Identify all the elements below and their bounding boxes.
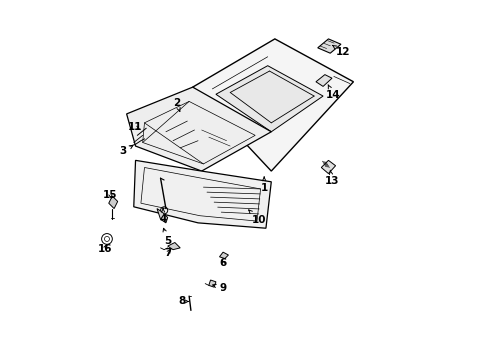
Text: 6: 6	[219, 258, 226, 268]
Polygon shape	[157, 208, 167, 223]
Text: 8: 8	[178, 296, 188, 306]
Text: 15: 15	[103, 190, 118, 200]
Polygon shape	[317, 39, 340, 53]
Text: 13: 13	[324, 170, 339, 186]
Polygon shape	[208, 280, 216, 287]
Text: 7: 7	[163, 248, 171, 258]
Polygon shape	[192, 39, 353, 171]
Text: 14: 14	[325, 85, 340, 100]
Text: 3: 3	[119, 145, 133, 157]
Text: 4: 4	[159, 208, 166, 224]
Text: 16: 16	[98, 244, 112, 253]
Polygon shape	[167, 243, 180, 249]
Polygon shape	[321, 160, 335, 174]
Polygon shape	[108, 196, 118, 208]
Text: 12: 12	[332, 45, 349, 57]
Polygon shape	[126, 87, 271, 171]
Text: 5: 5	[163, 228, 171, 246]
Text: 2: 2	[173, 98, 180, 111]
Polygon shape	[219, 252, 228, 258]
Text: 10: 10	[248, 210, 265, 225]
Text: 1: 1	[260, 177, 267, 193]
Polygon shape	[216, 66, 323, 132]
Polygon shape	[134, 160, 271, 228]
Text: 11: 11	[127, 122, 142, 132]
Polygon shape	[315, 75, 331, 86]
Text: 9: 9	[212, 283, 226, 293]
